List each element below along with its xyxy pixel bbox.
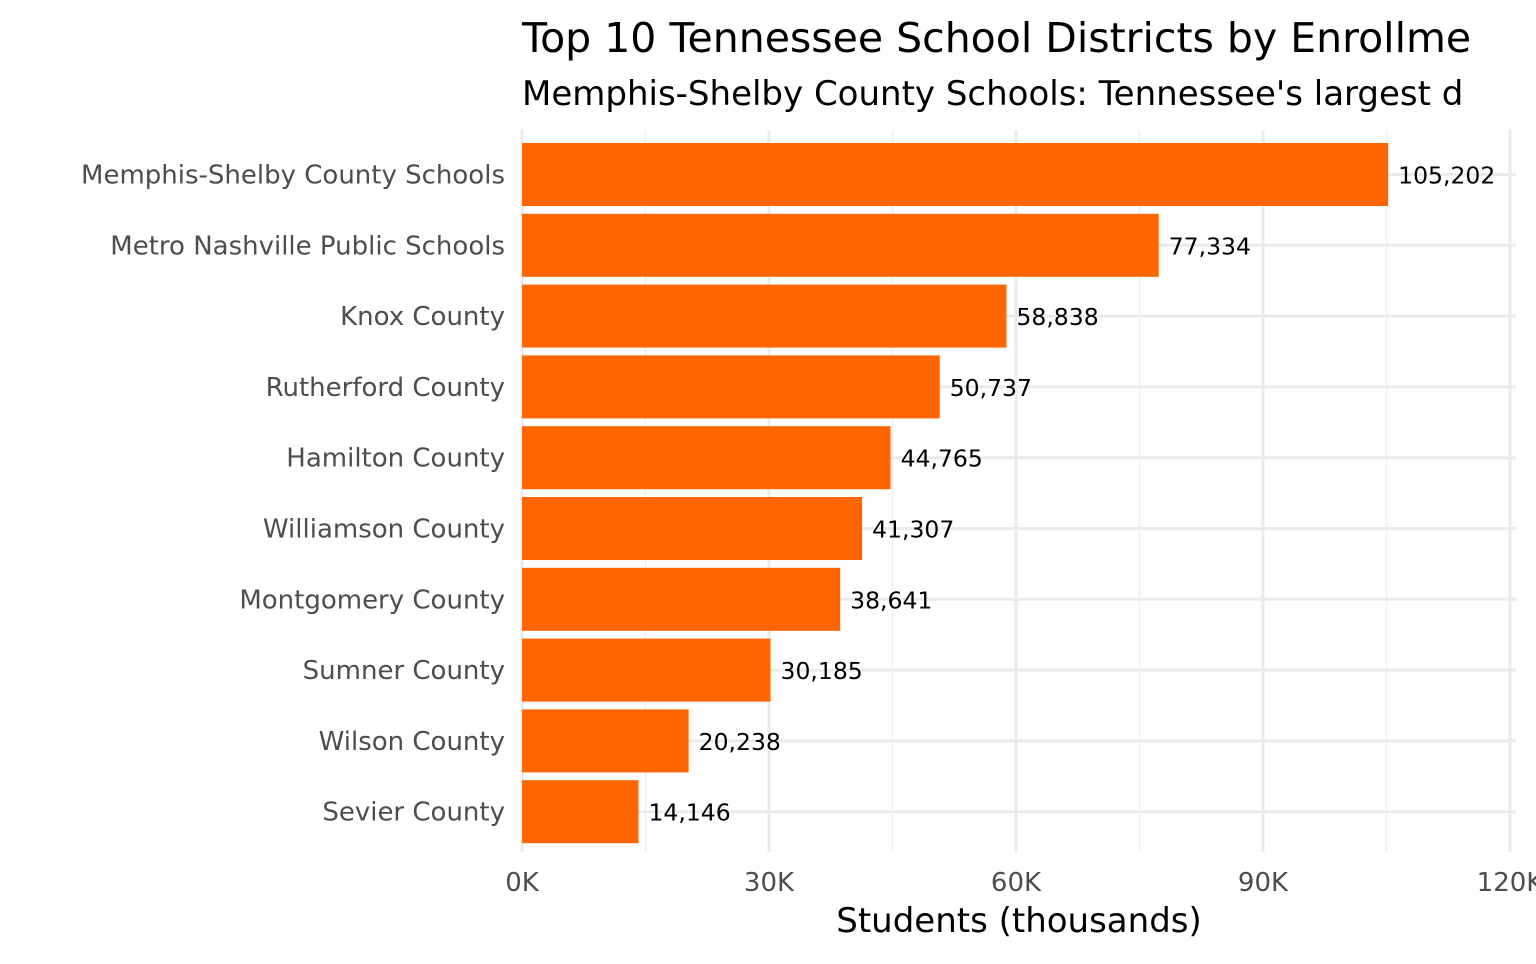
chart-title: Top 10 Tennessee School Districts by Enr… [521, 14, 1471, 62]
x-tick-label: 30K [744, 868, 795, 898]
x-tick-label: 120K [1477, 868, 1536, 898]
bar [522, 143, 1389, 206]
bar [522, 567, 841, 631]
y-tick-label: Memphis-Shelby County Schools [81, 161, 505, 191]
data-label: 14,146 [648, 799, 730, 827]
data-label: 77,334 [1169, 232, 1251, 260]
bar [522, 426, 891, 490]
x-tick-label: 0K [505, 868, 540, 898]
y-tick-label: Montgomery County [239, 585, 505, 615]
x-tick-label: 60K [991, 868, 1042, 898]
bar [522, 709, 689, 773]
x-tick-label: 90K [1238, 868, 1289, 898]
chart-subtitle: Memphis-Shelby County Schools: Tennessee… [522, 74, 1463, 114]
data-label: 38,641 [850, 586, 932, 614]
bars [522, 143, 1389, 844]
y-tick-label: Williamson County [263, 515, 505, 545]
data-label: 41,307 [872, 516, 954, 544]
bar [522, 497, 863, 560]
bar [522, 780, 639, 844]
data-label: 44,765 [901, 445, 983, 473]
data-label: 50,737 [950, 374, 1032, 402]
bar [522, 638, 771, 702]
data-label: 20,238 [699, 728, 781, 756]
x-axis-title: Students (thousands) [836, 901, 1202, 941]
bar [522, 213, 1159, 277]
y-tick-label: Rutherford County [266, 373, 505, 403]
bar [522, 355, 940, 419]
data-label: 58,838 [1016, 303, 1098, 331]
y-tick-label: Hamilton County [286, 444, 505, 474]
y-tick-label: Wilson County [319, 727, 505, 757]
bar [522, 284, 1007, 348]
labels: 0K 30K 60K 90K 120K Memphis-Shelby County Sch… [81, 161, 1536, 899]
y-tick-label: Knox County [340, 302, 505, 332]
y-tick-label: Sumner County [303, 656, 505, 686]
data-label: 30,185 [781, 657, 863, 685]
y-tick-label: Sevier County [322, 798, 505, 828]
y-tick-label: Metro Nashville Public Schools [110, 231, 505, 261]
data-label: 105,202 [1398, 162, 1495, 190]
